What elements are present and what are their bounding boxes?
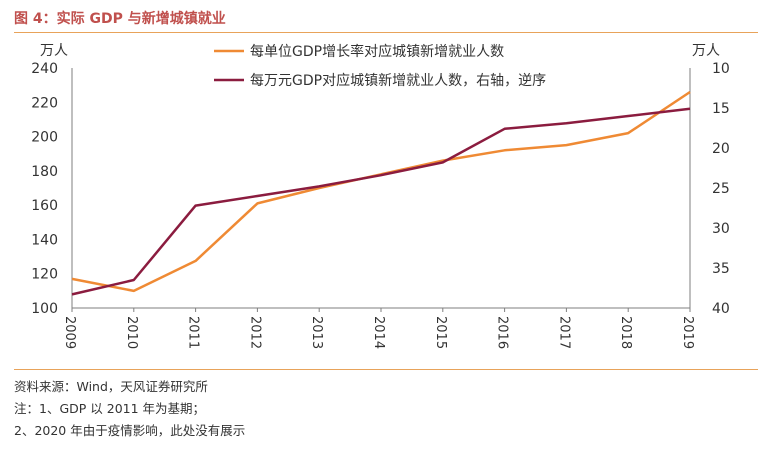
right-tick-label: 20: [712, 141, 730, 157]
series-line-2: [71, 107, 691, 296]
x-tick-label: 2009: [62, 316, 77, 349]
x-tick-label: 2015: [433, 316, 448, 349]
left-tick-label: 160: [31, 198, 58, 214]
legend: 每单位GDP增长率对应城镇新增就业人数 每万元GDP对应城镇新增就业人数，右轴，…: [214, 43, 546, 89]
x-tick-label: 2018: [618, 316, 633, 349]
left-tick-label: 140: [31, 232, 58, 248]
note-1: 注：1、GDP 以 2011 年为基期；: [14, 401, 206, 416]
note-source: 资料来源：Wind，天风证券研究所: [14, 379, 208, 394]
figure-title: 图 4：实际 GDP 与新增城镇就业: [14, 11, 226, 27]
bottom-divider: [14, 369, 758, 370]
top-divider: [14, 32, 758, 33]
x-tick-label: 2011: [186, 316, 201, 349]
right-tick-label: 40: [712, 301, 730, 317]
x-tick-label: 2010: [124, 316, 139, 349]
left-tick-label: 180: [31, 164, 58, 180]
legend-label-series-1: 每单位GDP增长率对应城镇新增就业人数: [250, 43, 504, 60]
right-tick-label: 30: [712, 221, 730, 237]
series-lines: [71, 90, 691, 296]
legend-label-series-2: 每万元GDP对应城镇新增就业人数，右轴，逆序: [250, 72, 546, 89]
right-tick-label: 25: [712, 181, 730, 197]
x-tick-label: 2012: [247, 316, 262, 349]
x-tick-label: 2017: [556, 316, 571, 349]
left-axis-unit: 万人: [40, 43, 68, 59]
x-tick-labels: 2009 2010 2011 2012 2013 2014 2015 2016 2017 2018…: [62, 308, 695, 349]
x-tick-label: 2019: [680, 316, 695, 349]
left-tick-label: 220: [31, 95, 58, 111]
right-tick-label: 35: [712, 261, 730, 277]
source-notes: 资料来源：Wind，天风证券研究所 注：1、GDP 以 2011 年为基期； 2…: [14, 376, 245, 442]
right-tick-label: 15: [712, 101, 730, 117]
x-tick-label: 2014: [371, 316, 386, 349]
left-tick-label: 120: [31, 267, 58, 283]
x-tick-label: 2016: [495, 316, 510, 349]
left-tick-label: 100: [31, 301, 58, 317]
left-tick-label: 200: [31, 130, 58, 146]
note-2: 2、2020 年由于疫情影响，此处没有展示: [14, 423, 246, 438]
right-tick-labels: 10 15 20 25 30 35 40: [712, 61, 730, 317]
left-tick-labels: 240 220 200 180 160 140 120 100: [31, 61, 58, 317]
series-line-1: [71, 90, 691, 293]
right-tick-label: 10: [712, 61, 730, 77]
x-tick-label: 2013: [309, 316, 324, 349]
left-tick-label: 240: [31, 61, 58, 77]
right-axis-unit: 万人: [692, 43, 720, 59]
